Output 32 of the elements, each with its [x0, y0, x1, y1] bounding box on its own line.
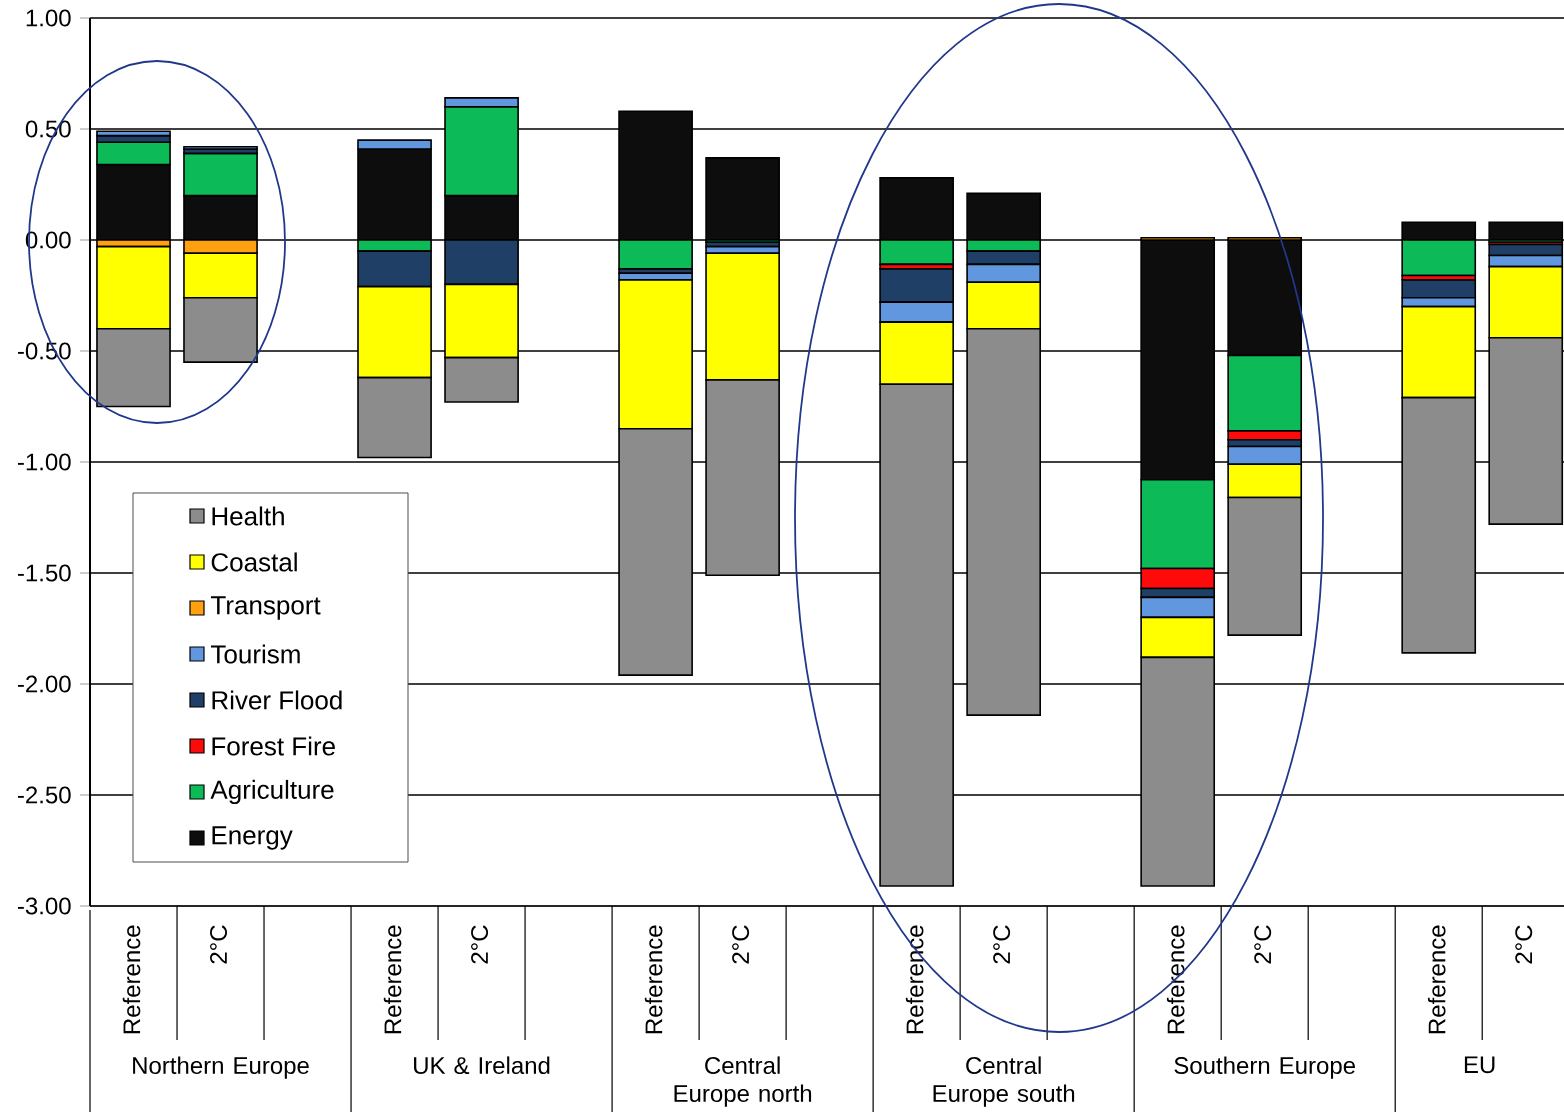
x-tick-label: Reference [122, 925, 141, 1034]
text: UK & Ireland [414, 1056, 550, 1075]
legend-label: Coastal [211, 552, 297, 572]
legend-label: Tourism [211, 644, 300, 664]
x-tick-label: Reference [644, 925, 663, 1034]
x-tick-label: 2°C [471, 925, 489, 964]
legend-label: Energy [212, 826, 293, 850]
y-tick-label: -3.00 [17, 897, 71, 915]
legend-label: Health [212, 506, 284, 526]
x-tick-label: Reference [1427, 925, 1446, 1034]
text: Central Europe south [933, 1056, 1075, 1107]
x-tick-label: 2°C [1254, 925, 1272, 964]
y-tick-label: -1.00 [17, 453, 71, 471]
x-tick-label: Reference [1166, 925, 1185, 1034]
y-tick-label: -1.50 [17, 564, 71, 582]
text: Central Europe north [674, 1056, 812, 1107]
y-tick-label: -2.00 [17, 675, 71, 693]
legend-label: Forest Fire [212, 736, 335, 756]
text: EU [1464, 1056, 1495, 1074]
x-tick-label: 2°C [732, 925, 750, 964]
y-tick-label: -2.50 [17, 786, 71, 804]
x-tick-label: 2°C [993, 925, 1011, 964]
legend-label: River Flood [212, 690, 342, 710]
text: Southern Europe [1174, 1056, 1355, 1079]
legend-label: Transport [211, 596, 321, 620]
x-tick-label: Reference [905, 925, 924, 1034]
x-tick-label: Reference [383, 925, 402, 1034]
text: Northern Europe [133, 1056, 309, 1079]
y-tick-label: 1.00 [26, 9, 71, 27]
legend-label: Agriculture [210, 779, 334, 805]
x-tick-label: 2°C [210, 925, 228, 964]
x-tick-label: 2°C [1515, 925, 1533, 964]
